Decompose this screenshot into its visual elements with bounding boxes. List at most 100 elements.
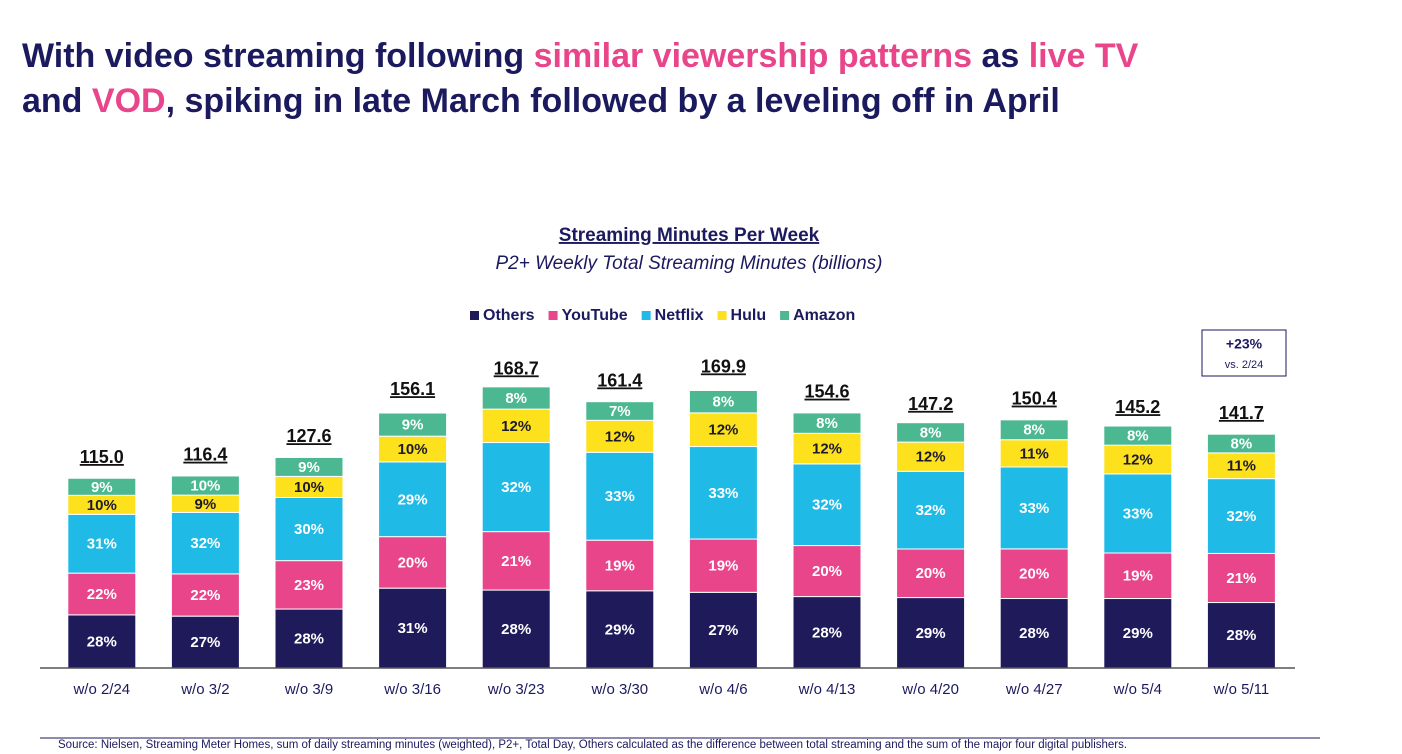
bar-segment bbox=[67, 513, 137, 574]
bar-segment bbox=[688, 412, 758, 448]
legend-swatch bbox=[548, 311, 558, 320]
bar-segment bbox=[274, 456, 344, 477]
segment-label: 12% bbox=[1123, 452, 1153, 469]
bar-segment bbox=[896, 597, 966, 669]
x-tick-label: w/o 3/23 bbox=[487, 681, 545, 698]
slide-title: With video streaming following similar v… bbox=[22, 37, 1139, 120]
total-label: 169.9 bbox=[701, 356, 746, 376]
segment-label: 27% bbox=[190, 634, 220, 651]
segment-label: 29% bbox=[916, 625, 946, 642]
segment-label: 10% bbox=[87, 497, 117, 514]
bar-segment bbox=[1206, 433, 1276, 454]
bar-segment bbox=[481, 442, 551, 533]
bar-segment bbox=[1206, 552, 1276, 604]
segment-label: 32% bbox=[916, 502, 946, 519]
segment-label: 29% bbox=[605, 621, 635, 638]
segment-label: 8% bbox=[816, 415, 838, 432]
segment-label: 28% bbox=[294, 630, 324, 647]
segment-label: 28% bbox=[87, 633, 117, 650]
total-label: 145.2 bbox=[1115, 397, 1160, 417]
segment-label: 29% bbox=[1123, 625, 1153, 642]
bar-segment bbox=[896, 422, 966, 443]
segment-label: 9% bbox=[195, 496, 217, 513]
segment-label: 19% bbox=[708, 558, 738, 575]
title-part: , spiking in late March followed by a le… bbox=[166, 82, 1060, 120]
segment-label: 31% bbox=[87, 536, 117, 553]
bar-segment bbox=[792, 463, 862, 547]
bar-segment bbox=[378, 587, 448, 669]
segment-label: 22% bbox=[87, 586, 117, 603]
bar-segment bbox=[378, 412, 448, 437]
bar-segment bbox=[67, 477, 137, 496]
total-label: 156.1 bbox=[390, 379, 435, 399]
segment-label: 29% bbox=[398, 491, 428, 508]
bar-segment bbox=[378, 435, 448, 463]
segment-label: 10% bbox=[398, 441, 428, 458]
x-tick-label: w/o 4/20 bbox=[901, 681, 959, 698]
segment-label: 11% bbox=[1227, 458, 1256, 475]
segment-label: 12% bbox=[708, 422, 738, 439]
bar-segment bbox=[792, 412, 862, 434]
segment-label: 20% bbox=[916, 565, 946, 582]
segment-label: 33% bbox=[708, 485, 738, 502]
x-tick-label: w/o 3/30 bbox=[590, 681, 648, 698]
x-tick-label: w/o 5/4 bbox=[1113, 681, 1162, 698]
bar-segment bbox=[274, 608, 344, 669]
segment-label: 8% bbox=[505, 390, 527, 407]
title-part: similar viewership patterns bbox=[534, 37, 972, 75]
total-label: 116.4 bbox=[183, 445, 227, 465]
bar-segment bbox=[896, 441, 966, 472]
segment-label: 32% bbox=[190, 535, 220, 552]
bar-segment bbox=[170, 475, 240, 496]
segment-label: 31% bbox=[398, 620, 428, 637]
callout-value: +23% bbox=[1226, 336, 1263, 352]
bar-segment bbox=[688, 389, 758, 414]
legend-swatch bbox=[641, 311, 651, 320]
segment-label: 28% bbox=[1226, 627, 1256, 644]
legend: Others YouTube Netflix Hulu Amazon bbox=[470, 307, 855, 324]
segment-label: 28% bbox=[501, 621, 531, 638]
bar-segment bbox=[792, 432, 862, 465]
segment-label: 32% bbox=[812, 497, 842, 514]
bar-segment bbox=[67, 614, 137, 669]
bar-segment bbox=[1103, 425, 1173, 446]
segment-label: 19% bbox=[605, 557, 635, 574]
title-part: and bbox=[22, 82, 92, 120]
title-part: live TV bbox=[1029, 37, 1139, 75]
segment-label: 32% bbox=[501, 479, 531, 496]
segment-label: 23% bbox=[294, 577, 324, 594]
segment-label: 8% bbox=[1023, 422, 1045, 439]
segment-label: 19% bbox=[1123, 568, 1153, 585]
segment-label: 33% bbox=[1123, 505, 1153, 522]
segment-label: 11% bbox=[1020, 445, 1049, 462]
total-label: 168.7 bbox=[494, 358, 539, 378]
total-label: 127.6 bbox=[286, 426, 331, 446]
segment-label: 27% bbox=[708, 622, 738, 639]
segment-label: 20% bbox=[812, 563, 842, 580]
bar-segment bbox=[1206, 478, 1276, 554]
bar-segment bbox=[1206, 602, 1276, 669]
x-tick-label: w/o 3/2 bbox=[180, 681, 229, 698]
total-label: 154.6 bbox=[804, 382, 849, 402]
total-label: 147.2 bbox=[908, 394, 953, 414]
segment-label: 12% bbox=[501, 418, 531, 435]
segment-label: 12% bbox=[812, 441, 842, 458]
bar-segment bbox=[688, 591, 758, 669]
bar-segment bbox=[585, 451, 655, 541]
callout-note: vs. 2/24 bbox=[1225, 359, 1264, 371]
legend-swatch bbox=[470, 311, 479, 320]
bar-segment bbox=[585, 401, 655, 421]
bar-segment bbox=[170, 573, 240, 617]
legend-label: YouTube bbox=[562, 307, 628, 324]
callout-box bbox=[1201, 329, 1287, 377]
bar-segment bbox=[481, 408, 551, 444]
segment-label: 33% bbox=[1019, 500, 1049, 517]
segment-label: 21% bbox=[501, 553, 531, 570]
bar-segment bbox=[170, 511, 240, 575]
bar-segment bbox=[999, 548, 1069, 600]
source-note: Source: Nielsen, Streaming Meter Homes, … bbox=[58, 739, 1127, 751]
segment-label: 12% bbox=[916, 449, 946, 466]
bar-segment bbox=[585, 590, 655, 669]
